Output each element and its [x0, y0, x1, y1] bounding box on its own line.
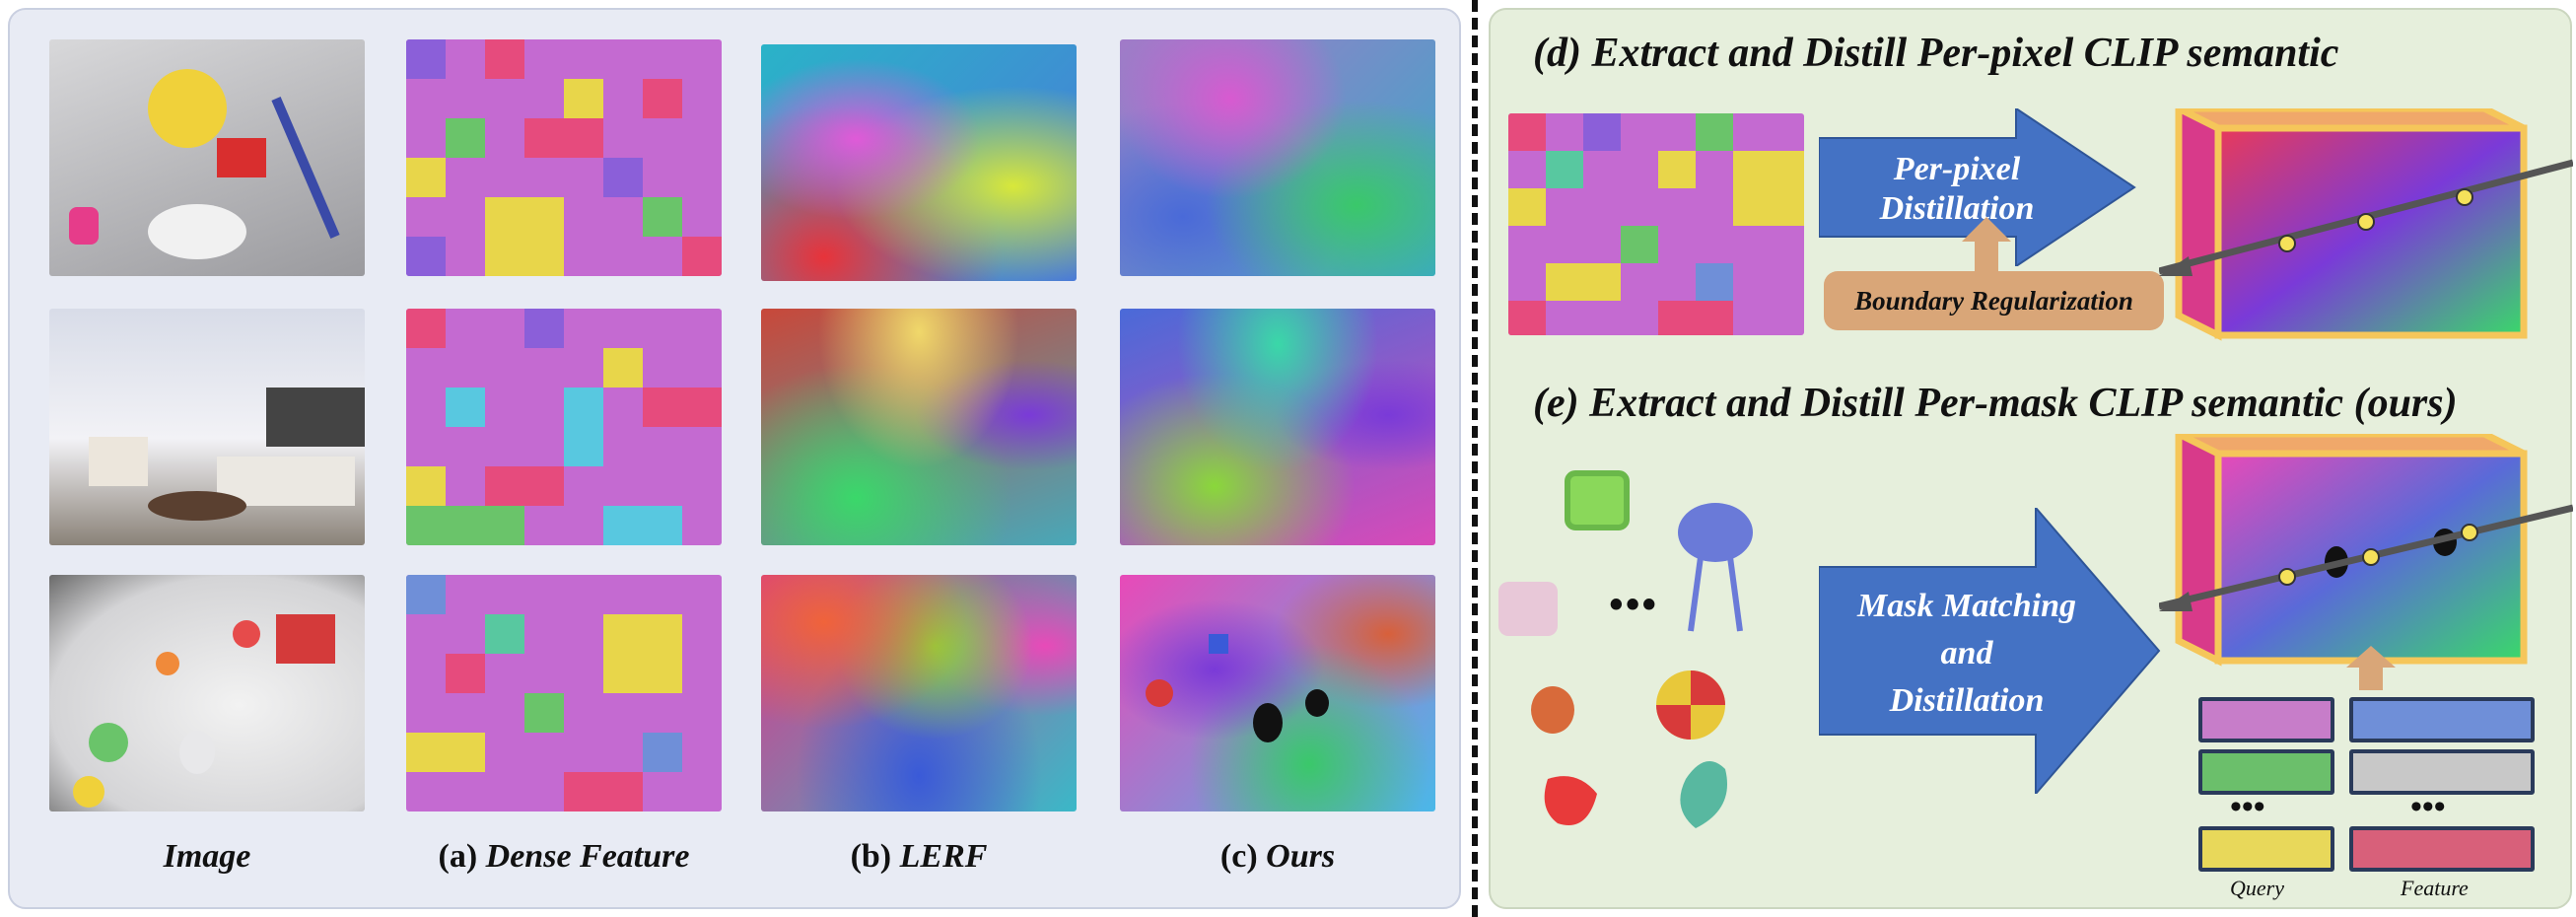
feature-bar-2 [2349, 749, 2535, 795]
ours-row1 [1120, 39, 1435, 276]
caption-lerf: (b) LERF [850, 838, 988, 875]
image-row2-photo [49, 309, 365, 545]
feature-dots: ••• [2410, 789, 2446, 825]
section-d-title: (d) Extract and Distill Per-pixel CLIP s… [1533, 31, 2339, 76]
per-pixel-arrow-line1: Per-pixel [1893, 151, 2021, 187]
image-row3-photo [49, 575, 365, 811]
section-e-title: (e) Extract and Distill Per-mask CLIP se… [1533, 381, 2458, 426]
mask-arrow-line2: and [1941, 635, 1994, 671]
per-pixel-feature-map [1508, 113, 1804, 335]
up-arrow-feature [2346, 646, 2396, 690]
mask-matching-arrow: Mask Matching and Distillation [1819, 508, 2161, 794]
lerf-row1 [761, 44, 1077, 281]
per-pixel-arrow-line2: Distillation [1879, 190, 2035, 227]
caption-dense-feature: (a) Dense Feature [438, 838, 690, 875]
caption-ours: (c) Ours [1219, 838, 1336, 875]
boundary-regularization-box: Boundary Regularization [1824, 271, 2164, 330]
lerf-row2 [761, 309, 1077, 545]
dense-feature-row2 [406, 309, 722, 545]
feature-cube-e [2159, 434, 2573, 667]
query-bar-1 [2198, 697, 2334, 742]
mask-ellipsis: ••• [1609, 583, 1659, 628]
mask-objects [1498, 470, 1753, 828]
per-pixel-arrow: Per-pixel Distillation [1819, 108, 2136, 266]
up-arrow-small [1962, 217, 2011, 271]
boundary-regularization-label: Boundary Regularization [1854, 285, 2133, 316]
query-label: Query [2230, 876, 2284, 900]
lerf-row3 [761, 575, 1077, 811]
dense-feature-row1 [406, 39, 722, 276]
feature-label: Feature [2401, 876, 2469, 900]
feature-cube-d [2159, 108, 2573, 341]
image-row1-photo [49, 39, 365, 276]
dense-feature-row3 [406, 575, 722, 811]
caption-image: Image [163, 838, 251, 875]
dashed-divider [1472, 0, 1478, 917]
ours-row2 [1120, 309, 1435, 545]
mask-arrow-line3: Distillation [1889, 682, 2045, 719]
ours-row3 [1120, 575, 1435, 811]
query-dots: ••• [2230, 789, 2265, 825]
feature-bar-1 [2349, 697, 2535, 742]
mask-arrow-line1: Mask Matching [1856, 588, 2076, 624]
query-bar-2 [2198, 749, 2334, 795]
feature-bar-3 [2349, 826, 2535, 872]
query-bar-3 [2198, 826, 2334, 872]
